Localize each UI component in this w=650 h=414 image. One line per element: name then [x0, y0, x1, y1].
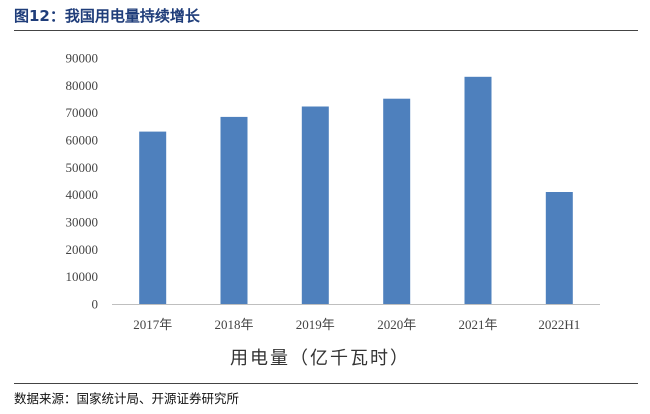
- y-axis-ticks: 0 10000 20000 30000 40000 50000 60000 70000 8000…: [66, 51, 99, 312]
- x-tick-label: 2018年: [214, 317, 253, 332]
- bar-0: [139, 131, 167, 304]
- x-tick-label: 2019年: [296, 317, 335, 332]
- source-note: 数据来源：国家统计局、开源证券研究所: [14, 391, 240, 406]
- y-tick-label: 90000: [66, 51, 99, 66]
- x-tick-label: 2020年: [377, 317, 416, 332]
- title-rule: [14, 30, 638, 31]
- x-tick-label: 2022H1: [538, 317, 580, 332]
- bars: [139, 76, 573, 305]
- y-tick-label: 60000: [66, 133, 99, 148]
- x-axis-title: 用电量（亿千瓦时）: [230, 348, 410, 369]
- figure-title: 图12：我国用电量持续增长: [14, 7, 200, 25]
- y-tick-label: 30000: [66, 215, 99, 230]
- x-axis-ticks: 2017年 2018年 2019年 2020年 2021年 2022H1: [133, 317, 580, 332]
- bar-2: [301, 106, 329, 304]
- x-tick-label: 2021年: [458, 317, 497, 332]
- y-tick-label: 50000: [66, 160, 99, 175]
- y-tick-label: 40000: [66, 187, 99, 202]
- y-tick-label: 20000: [66, 242, 99, 257]
- y-tick-label: 80000: [66, 78, 99, 93]
- y-tick-label: 70000: [66, 105, 99, 120]
- bar-4: [464, 76, 492, 304]
- bar-3: [383, 98, 411, 304]
- source-rule: [14, 383, 638, 384]
- bar-5: [545, 192, 573, 304]
- y-tick-label: 0: [92, 297, 99, 312]
- y-tick-label: 10000: [66, 269, 99, 284]
- x-tick-label: 2017年: [133, 317, 172, 332]
- bar-1: [220, 116, 248, 305]
